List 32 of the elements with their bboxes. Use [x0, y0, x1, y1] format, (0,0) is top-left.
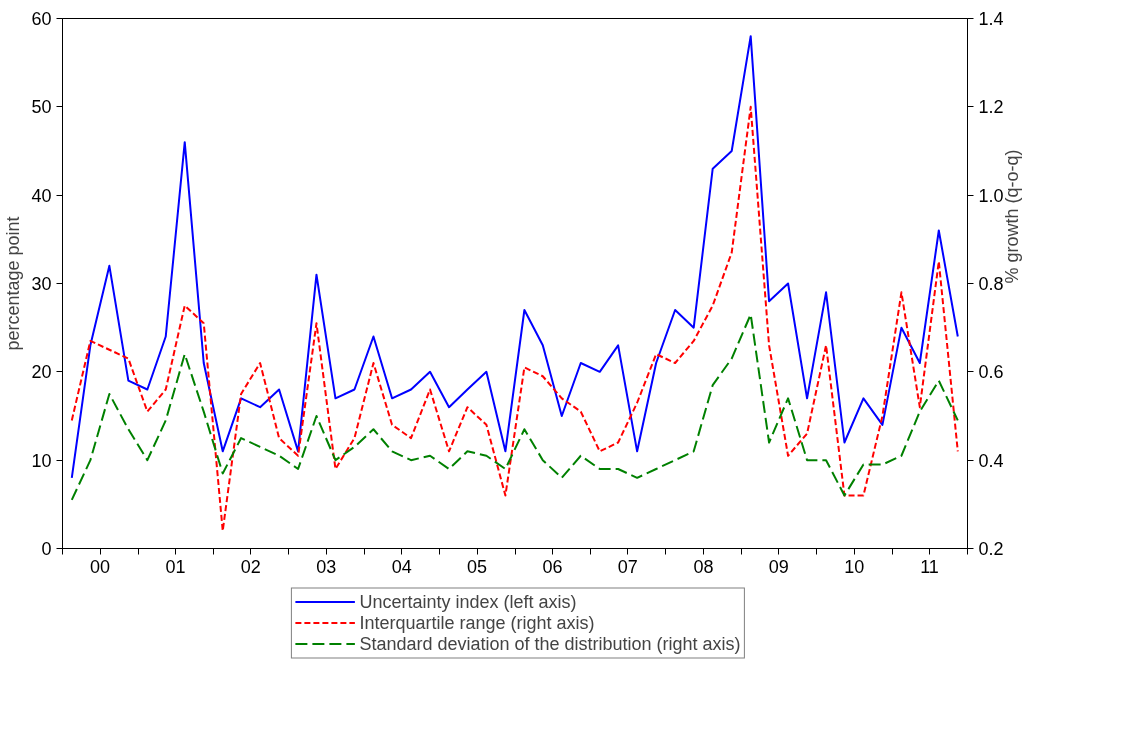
x-tick-label: 04: [391, 556, 412, 577]
y-tick-label: 30: [31, 274, 52, 294]
x-tick-label: 10: [844, 556, 865, 577]
y-tick-label: 10: [31, 450, 52, 471]
x-tick-label: 06: [542, 556, 563, 577]
x-tick-label: 01: [165, 556, 186, 577]
x-tick-label: 07: [617, 556, 638, 577]
legend-label: Standard deviation of the distribution (right axis): [359, 633, 741, 654]
x-tick-label: 11: [920, 556, 939, 577]
y2-tick-label: 0.4: [978, 450, 1004, 471]
line-series: [70, 35, 959, 479]
y2-tick-label: 1.4: [978, 9, 1004, 29]
x-tick-label: 09: [768, 556, 789, 577]
y2-tick-label: 0.8: [978, 274, 1004, 294]
y2-tick-label: 0.2: [978, 539, 1004, 559]
x-tick-label: 02: [240, 556, 261, 577]
y-tick-label: 20: [31, 362, 52, 383]
x-tick-label: 00: [90, 556, 111, 577]
legend-label: Interquartile range (right axis): [359, 612, 595, 633]
y-tick-label: 0: [41, 539, 52, 559]
y-tick-label: 40: [31, 185, 52, 206]
y2-tick-label: 1.0: [978, 185, 1004, 206]
line-series: [70, 105, 959, 532]
x-tick-label: 05: [467, 556, 488, 577]
y-tick-label: 50: [31, 97, 52, 118]
legend-label: Uncertainty index (left axis): [359, 591, 577, 612]
y2-tick-label: 1.2: [978, 97, 1004, 118]
x-tick-label: 08: [693, 556, 714, 577]
y-axis-title: percentage point: [3, 216, 24, 351]
x-tick-label: 03: [316, 556, 337, 577]
y2-tick-label: 0.6: [978, 362, 1004, 383]
y-tick-label: 60: [31, 9, 52, 29]
